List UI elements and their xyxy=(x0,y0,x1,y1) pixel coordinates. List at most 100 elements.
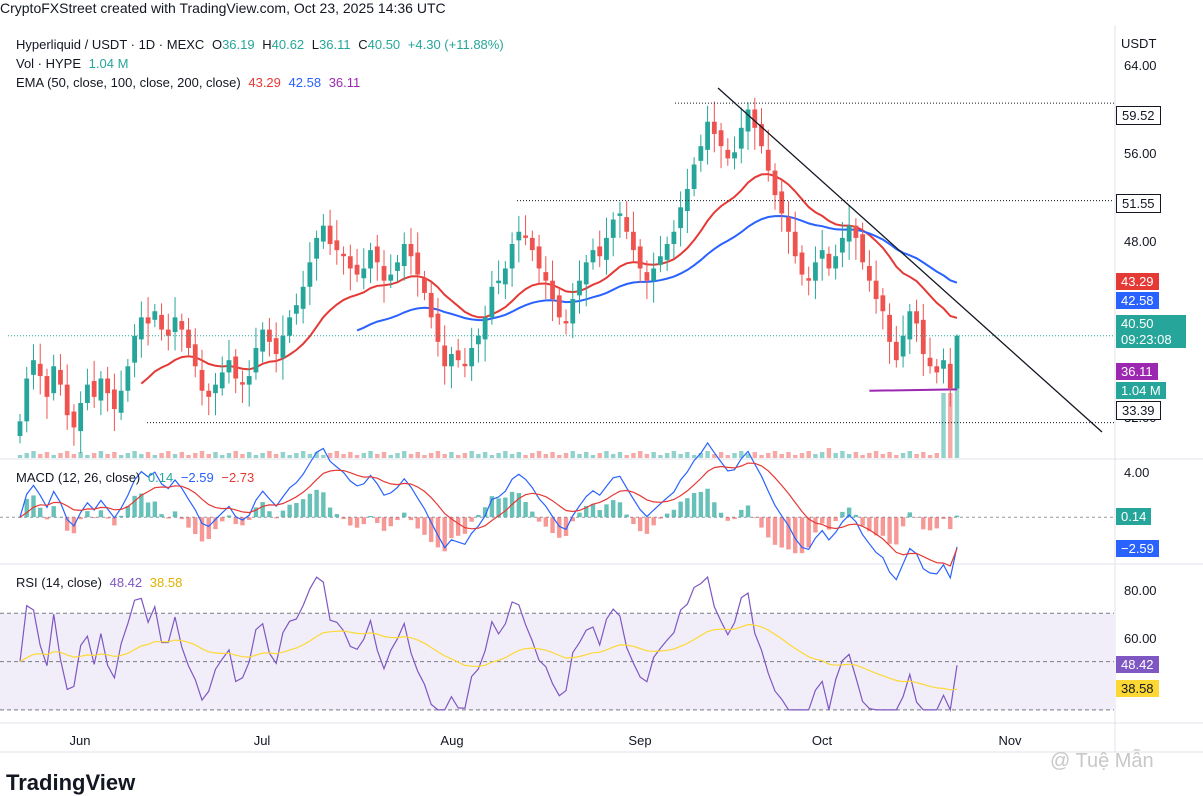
volume-bar xyxy=(17,455,23,458)
volume-bar xyxy=(759,455,764,458)
volume-bar xyxy=(78,452,83,458)
x-axis-label: Nov xyxy=(998,733,1022,748)
volume-bar xyxy=(557,455,562,458)
macd-histogram-bar xyxy=(388,517,393,527)
candle-body xyxy=(678,207,684,229)
candle-body xyxy=(536,246,542,269)
rsi-label: RSI (14, close) xyxy=(16,575,102,590)
ema50-value: 43.29 xyxy=(248,75,281,90)
volume-bar xyxy=(98,451,104,458)
macd-histogram-bar xyxy=(900,517,906,527)
macd-histogram-bar xyxy=(233,517,238,525)
volume-bar xyxy=(489,455,495,458)
macd-histogram-bar xyxy=(125,505,131,518)
rsi-pane xyxy=(0,575,1114,712)
price-legend: Hyperliquid / USDT · 1D · MEXC O36.19 H4… xyxy=(16,37,508,52)
volume-bar xyxy=(395,453,400,458)
candle-body xyxy=(738,127,744,149)
candle-body xyxy=(246,376,252,385)
candle-body xyxy=(806,278,812,281)
macd-histogram-bar xyxy=(624,514,629,518)
candle-body xyxy=(395,262,400,271)
volume-bar xyxy=(671,451,677,458)
volume-bar xyxy=(678,454,683,458)
volume-bar xyxy=(840,451,845,458)
macd-histogram-bar xyxy=(51,506,56,518)
macd-histogram-bar xyxy=(294,503,299,518)
level-badge-3339: 33.39 xyxy=(1116,401,1161,420)
horizontal-levels xyxy=(8,102,1114,424)
candle-body xyxy=(954,335,960,389)
macd-axis-label: 4.00 xyxy=(1124,465,1150,480)
macd-histogram-bar xyxy=(590,503,596,518)
volume-bar xyxy=(482,452,488,458)
volume-legend: Vol · HYPE 1.04 M xyxy=(16,56,132,71)
volume-bar xyxy=(516,452,522,458)
candle-body xyxy=(698,146,704,161)
macd-histogram-bar xyxy=(341,517,346,520)
macd-histogram-bar xyxy=(246,517,252,520)
volume-bar xyxy=(813,454,818,458)
candle-body xyxy=(206,390,212,397)
macd-histogram-bar xyxy=(921,517,926,530)
macd-histogram-bar xyxy=(678,501,683,518)
candle-body xyxy=(610,219,616,238)
candle-body xyxy=(860,234,866,263)
volume-bar xyxy=(213,452,218,458)
macd-pane xyxy=(0,441,1114,581)
currency-selector[interactable]: USDT xyxy=(1121,36,1157,51)
volume-bar xyxy=(793,455,798,458)
candle-body xyxy=(145,317,151,324)
volume-bar xyxy=(685,452,690,458)
macd-histogram-bar xyxy=(348,517,353,526)
volume-bar xyxy=(921,452,926,458)
macd-histogram-bar xyxy=(327,507,333,518)
macd-line-value: −2.59 xyxy=(180,470,214,485)
volume-bar xyxy=(604,451,609,458)
ema200-line xyxy=(869,388,958,392)
macd-histogram-bar xyxy=(840,511,845,518)
macd-histogram-bar xyxy=(85,511,90,518)
macd-histogram-bar xyxy=(91,517,97,519)
macd-histogram-bar xyxy=(442,517,447,552)
macd-histogram-bar xyxy=(813,517,818,533)
macd-histogram-bar xyxy=(860,517,865,526)
volume-bar xyxy=(233,451,238,458)
candle-body xyxy=(469,347,475,367)
macd-histogram-bar xyxy=(631,517,636,525)
volume-bar xyxy=(577,454,582,458)
volume-bar xyxy=(469,451,474,458)
rsi-axis-label: 60.00 xyxy=(1124,631,1157,646)
candle-body xyxy=(287,317,293,336)
volume-bar xyxy=(402,451,407,458)
macd-histogram-bar xyxy=(766,517,771,538)
volume-bar xyxy=(429,453,434,458)
descending-trendline xyxy=(717,87,1103,433)
volume-bar xyxy=(58,453,63,458)
candle-body xyxy=(907,311,913,340)
candle-body xyxy=(381,266,387,281)
candlesticks xyxy=(17,97,960,454)
macd-histogram-bar xyxy=(78,517,83,520)
volume-bar xyxy=(125,453,131,458)
macd-histogram-bar xyxy=(873,517,879,536)
candle-body xyxy=(293,305,299,314)
candle-body xyxy=(64,384,70,416)
candle-body xyxy=(314,237,320,259)
candle-body xyxy=(179,321,185,330)
x-axis-label: Jul xyxy=(253,733,271,748)
macd-histogram-bar xyxy=(833,517,838,522)
volume-bar xyxy=(725,455,731,458)
volume-bar xyxy=(24,453,29,458)
candle-body xyxy=(887,314,892,342)
macd-histogram-bar xyxy=(772,517,778,545)
volume-bar xyxy=(503,451,508,458)
macd-histogram-bar xyxy=(577,512,582,518)
macd-histogram-bar xyxy=(334,514,340,518)
symbol-label: Hyperliquid / USDT · 1D · MEXC xyxy=(16,37,205,52)
volume-bar xyxy=(199,451,205,458)
macd-histogram-bar xyxy=(287,504,292,518)
candle-body xyxy=(765,149,771,171)
macd-histogram-bar xyxy=(64,517,70,531)
